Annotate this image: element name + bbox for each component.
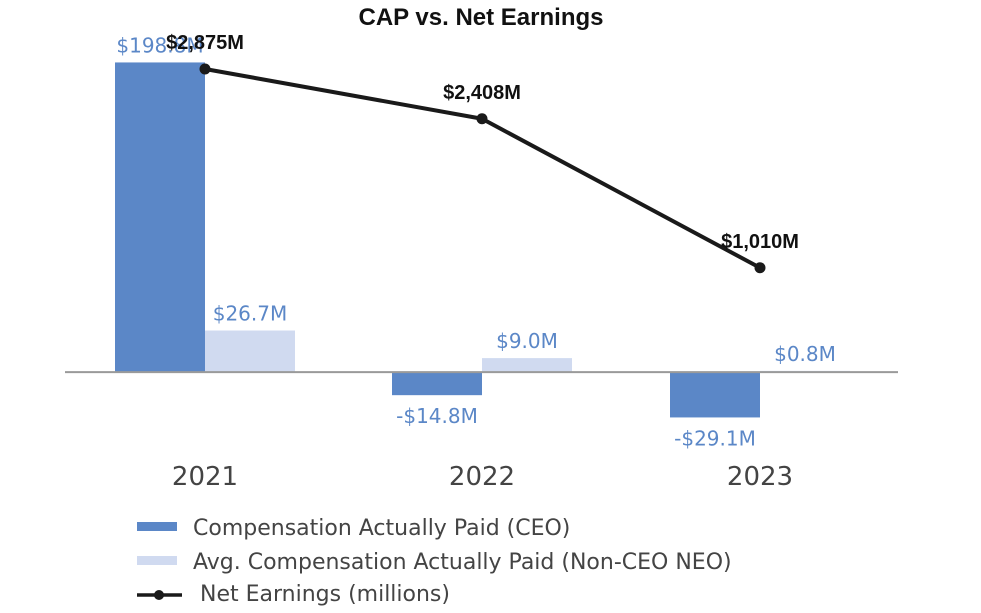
legend: Compensation Actually Paid (CEO) Avg. Co… [137, 516, 732, 607]
net-earnings-label-2022: $2,408M [443, 82, 521, 104]
chart-title: CAP vs. Net Earnings [359, 4, 604, 31]
ceo-bar-label-2023: -$29.1M [674, 426, 756, 450]
ceo-bar-2021 [115, 62, 205, 373]
net-earnings-point-2023 [754, 262, 766, 274]
net-earnings-point-2022 [476, 113, 488, 125]
legend-label-net-earnings: Net Earnings (millions) [200, 582, 450, 607]
ceo-bar-2023 [670, 372, 760, 418]
x-tick-2021: 2021 [172, 462, 238, 492]
non-ceo-bar-2021 [205, 330, 295, 373]
x-axis-ticks: 2021 2022 2023 [172, 462, 793, 492]
non-ceo-bar-2022 [482, 358, 572, 373]
legend-label-non-ceo: Avg. Compensation Actually Paid (Non-CEO… [193, 550, 732, 575]
non-ceo-bar-label-2021: $26.7M [213, 302, 288, 326]
net-earnings-label-2023: $1,010M [721, 231, 799, 253]
net-earnings-layer: $2,875M $2,408M $1,010M [166, 32, 799, 274]
non-ceo-bar-label-2022: $9.0M [496, 329, 558, 353]
legend-swatch-ceo [137, 522, 177, 531]
ceo-bar-label-2021: $198.8M [116, 33, 203, 57]
x-tick-2023: 2023 [727, 462, 793, 492]
bar-layer: $198.8M -$14.8M -$29.1M $26.7M $9.0M $0.8M [115, 33, 850, 450]
legend-swatch-non-ceo [137, 556, 177, 565]
legend-label-ceo: Compensation Actually Paid (CEO) [193, 516, 570, 541]
ceo-bar-2022 [392, 372, 482, 396]
non-ceo-bar-label-2023: $0.8M [774, 342, 836, 366]
legend-swatch-net-earnings-marker [154, 590, 164, 600]
x-tick-2022: 2022 [449, 462, 515, 492]
ceo-bar-label-2022: -$14.8M [396, 404, 478, 428]
net-earnings-point-2021 [199, 63, 211, 75]
net-earnings-label-2021: $2,875M [166, 32, 244, 54]
